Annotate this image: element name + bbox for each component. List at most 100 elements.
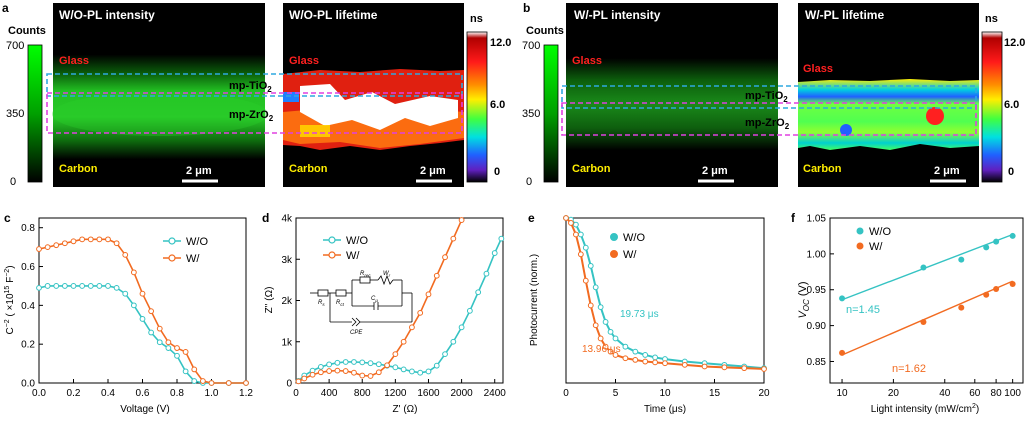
chart-e-point [622,343,629,350]
chart-c-legend-marker [168,237,176,245]
chart-c-point [156,325,163,332]
carbon-label-b2: Carbon [803,163,842,175]
chart-e-point [761,366,767,372]
counts-tick-700-b: 700 [522,40,540,52]
chart-c-point [70,238,77,245]
panel-letter-c: c [4,211,11,225]
chart-d-point [458,324,465,331]
chart-e-point [632,357,639,363]
chart-e-xlabel: Time (μs) [644,404,686,415]
chart-d-point [326,361,333,368]
chart-c-xtick-label: 0.8 [170,388,184,399]
chart-d-series-line [298,219,463,383]
chart-c-point [122,251,129,258]
chart-c-legend-label: W/ [186,253,200,265]
equivalent-circuit-inset: Rs Rct Rrec Wr Cμ CPE [310,271,413,336]
chart-c-point [113,284,120,291]
cpe-element-b [355,317,361,327]
chart-c-point [148,329,155,336]
chart-e-xtick-label: 15 [709,388,721,399]
chart-e-point [642,358,649,365]
label-rct: Rct [336,300,345,307]
chart-d-frame [295,217,504,384]
zro2-label-b: mp-ZrO2 [745,117,790,131]
zro2-label-a: mp-ZrO2 [229,109,274,123]
chart-f-xtick-label: 20 [888,388,900,399]
chart-c-point [139,316,146,322]
counts-colorbar-b [543,44,559,183]
glass-label-a1: Glass [59,55,89,67]
chart-d-point [498,235,505,242]
chart-c-point [208,380,215,386]
chart-f-ytick-label: 0.85 [807,357,827,368]
chart-c-xtick-label: 0.4 [101,388,115,399]
chart-f-fit-line [841,233,1013,301]
chart-d-legend-marker [328,251,336,259]
chart-f-point [920,264,927,271]
ns-tick-12-a: 12.0 [490,37,511,49]
chart-d-point [351,369,357,376]
charts-layer: 0.0 0.2 0.4 0.6 0.8 1.0 1.2 0.0 0.2 0.4 0.6 0.8 W/O W… [21,214,1024,399]
chart-c-point [96,236,103,243]
chart-f-point [1009,281,1016,287]
chart-c-legend-marker [168,254,176,262]
chart-d-point [425,291,432,298]
scale-label-b2: 2 μm [934,165,960,177]
chart-f-ytick-label: 1.00 [807,249,827,260]
panel-letter-b: b [523,1,530,15]
chart-e-point [612,352,619,358]
chart-d-ylabel: Z'' (Ω) [264,287,275,314]
lifetime-blue-spot-b [840,124,852,136]
chart-d-xtick-label: 2400 [484,388,507,399]
chart-d-point [317,369,324,376]
chart-e-point [701,363,708,370]
chart-c-point [96,283,103,289]
chart-d-point [309,371,316,378]
chart-d-point [359,372,366,379]
chart-c-xtick-label: 0.2 [67,388,81,399]
chart-c-point [79,236,86,243]
chart-e-point [602,319,609,325]
chart-d-point [466,307,473,314]
chart-e-ylabel: Photocurrent (norm.) [529,254,540,346]
chart-f-annotation-w: n=1.62 [892,363,926,375]
chart-c-point [105,283,111,289]
chart-e-point [612,335,619,342]
chart-c-ylabel: C−2 ( ×1015 F−2) [4,265,16,334]
chart-e-point [652,354,658,361]
pl-intensity-image-a [53,3,265,187]
chart-d-ytick-label: 3k [281,255,293,266]
chart-d-point [392,351,399,358]
ns-label-b: ns [985,13,998,25]
chart-c-ytick-label: 0.0 [21,379,35,390]
ns-colorbar-a [466,31,488,183]
chart-d-point [483,270,490,277]
ns-tick-0-a: 0 [494,166,500,178]
chart-c-xtick-label: 1.0 [205,388,219,399]
chart-e-point [741,365,748,372]
chart-c-point [139,290,146,297]
tio2-region-box-a [46,73,463,97]
chart-f-xtick-label: 80 [991,388,1003,399]
chart-f-point [993,286,1000,293]
intensity-title-a: W/O-PL intensity [59,8,155,22]
glass-label-b1: Glass [572,55,602,67]
chart-d-point [417,369,424,376]
glass-label-a2: Glass [289,55,319,67]
chart-c-point [182,349,189,355]
chart-c-legend-label: W/O [186,236,208,248]
chart-d-ytick-label: 2k [281,296,293,307]
chart-d-legend-label: W/ [346,250,360,262]
panel-letter-d: d [262,211,269,225]
chart-d-point [334,359,341,366]
chart-f-point [839,349,846,356]
chart-f-point [993,238,1000,245]
chart-f-xtick-label: 60 [969,388,981,399]
chart-d-point [326,368,333,374]
chart-e-point [573,221,579,228]
chart-c-series-line [38,285,246,384]
chart-f-point [983,291,990,298]
chart-d-point [375,369,382,376]
chart-d-xtick-label: 800 [354,388,371,399]
chart-f-ytick-label: 0.90 [807,321,827,332]
